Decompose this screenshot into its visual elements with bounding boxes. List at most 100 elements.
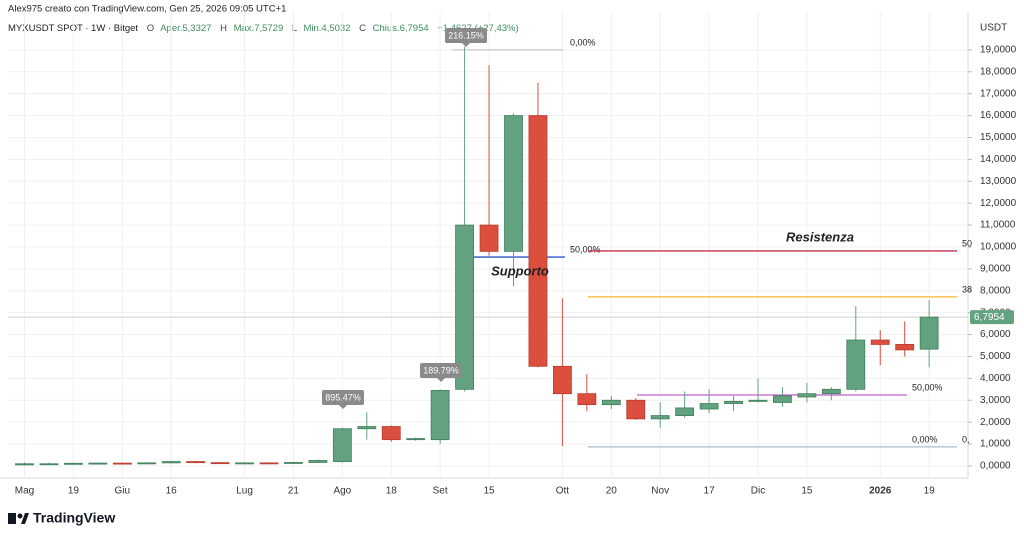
x-tick-label: Ago xyxy=(333,486,351,497)
candle-body xyxy=(137,462,157,465)
y-tick-label: 10,0000 xyxy=(980,242,1017,253)
level-edge-label: 0, xyxy=(962,434,970,444)
candle-body xyxy=(332,428,352,462)
ohlc-key: L xyxy=(292,23,297,34)
y-tick-label: 13,0000 xyxy=(980,176,1017,187)
y-tick-label: 6,0000 xyxy=(980,329,1011,340)
callout-label: 189.79% xyxy=(423,365,459,375)
candle-body xyxy=(455,224,475,390)
candle-body xyxy=(430,390,450,441)
candle-body xyxy=(88,462,108,465)
callout-label: 216.15% xyxy=(448,30,484,40)
level-label: 50,00% xyxy=(570,244,601,254)
candle-body xyxy=(39,463,59,466)
ohlc-key: H xyxy=(220,23,227,34)
x-tick-label: 16 xyxy=(166,486,178,497)
x-tick-label: 18 xyxy=(386,486,398,497)
y-tick-label: 1,0000 xyxy=(980,439,1011,450)
ohlc-value: Max.7,5729 xyxy=(234,23,284,34)
symbol-line: MYXUSDT SPOT · 1W · Bitget O Aper.5,3327… xyxy=(8,23,519,34)
x-tick-label: 21 xyxy=(288,486,300,497)
grid xyxy=(8,12,968,478)
callout-box xyxy=(420,363,462,378)
x-tick-label: 2026 xyxy=(869,486,892,497)
logo-mark xyxy=(21,513,29,524)
candle-body xyxy=(528,115,548,367)
x-tick-label: 20 xyxy=(606,486,618,497)
candle-body xyxy=(357,426,377,430)
x-tick-label: Set xyxy=(433,486,448,497)
candle-body xyxy=(259,462,279,465)
x-tick-label: 15 xyxy=(801,486,813,497)
y-tick-label: 16,0000 xyxy=(980,110,1017,121)
brand-logo: TradingView xyxy=(8,510,115,526)
callout-box xyxy=(322,390,364,405)
callout-arrow xyxy=(339,405,347,409)
candle-body xyxy=(308,460,328,463)
x-tick-label: Nov xyxy=(651,486,669,497)
y-tick-label: 9,0000 xyxy=(980,264,1011,275)
candle-body xyxy=(64,462,83,465)
y-axis-unit: USDT xyxy=(980,23,1007,34)
candle-body xyxy=(577,393,597,406)
y-tick-label: 8,0000 xyxy=(980,285,1011,296)
x-tick-label: Dic xyxy=(751,486,765,497)
level-label: 0,00% xyxy=(570,37,596,47)
x-tick-label: 19 xyxy=(924,486,936,497)
candle-body xyxy=(724,400,743,404)
candle-body xyxy=(406,438,426,441)
y-tick-label: 18,0000 xyxy=(980,66,1017,77)
y-tick-label: 4,0000 xyxy=(980,373,1011,384)
ohlc-key: O xyxy=(147,23,154,34)
candle-body xyxy=(748,399,768,402)
ohlc-key: C xyxy=(359,23,366,34)
level-label: 0,00% xyxy=(912,434,938,444)
candle-body xyxy=(699,403,719,410)
logo-mark xyxy=(8,513,16,524)
candle-body xyxy=(553,365,572,395)
last-price-tag xyxy=(970,310,1014,325)
ohlc-value: Min.4,5032 xyxy=(303,23,350,34)
y-tick-label: 17,0000 xyxy=(980,88,1017,99)
candle-body xyxy=(601,399,621,406)
ohlc-value: Chius.6,7954 xyxy=(373,23,429,34)
candle-body xyxy=(186,461,206,464)
last-price-label: 6,7954 xyxy=(974,312,1005,323)
y-tick-label: 3,0000 xyxy=(980,395,1011,406)
y-tick-label: 12,0000 xyxy=(980,198,1017,209)
annotation-text: Supporto xyxy=(491,263,549,278)
callout-arrow xyxy=(462,43,470,47)
callout-arrow xyxy=(437,378,445,382)
candle-body xyxy=(479,224,499,252)
logo-mark xyxy=(17,513,23,519)
candle-body xyxy=(846,339,866,390)
annotation-text: Resistenza xyxy=(786,229,854,244)
y-tick-label: 5,0000 xyxy=(980,351,1011,362)
x-tick-label: Lug xyxy=(236,486,253,497)
level-edge-label: 50 xyxy=(962,238,972,248)
candle-body xyxy=(504,115,523,252)
y-tick-label: 11,0000 xyxy=(980,220,1016,231)
candle-body xyxy=(895,344,915,351)
callout-box xyxy=(445,28,487,43)
candle-body xyxy=(650,415,670,420)
y-tick-label: 14,0000 xyxy=(980,154,1017,165)
candle-body xyxy=(919,316,939,350)
y-tick-label: 0,0000 xyxy=(980,461,1011,472)
candle-body xyxy=(15,463,34,466)
candle-body xyxy=(112,462,132,465)
candle-body xyxy=(161,461,181,464)
candle-body xyxy=(675,407,695,416)
x-tick-label: 17 xyxy=(704,486,716,497)
candle-body xyxy=(381,426,401,441)
x-tick-label: 15 xyxy=(483,486,495,497)
brand: TradingView xyxy=(33,510,115,526)
candle-body xyxy=(870,339,890,345)
candle-body xyxy=(626,399,646,420)
y-tick-label: 15,0000 xyxy=(980,132,1017,143)
x-tick-label: Mag xyxy=(15,486,34,497)
candle-body xyxy=(821,388,841,395)
candle-body xyxy=(797,393,817,398)
